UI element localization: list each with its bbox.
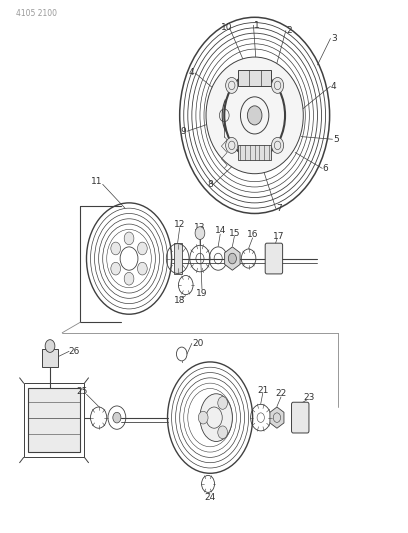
Text: 1: 1 — [254, 21, 259, 30]
Text: 12: 12 — [174, 220, 185, 229]
Circle shape — [195, 227, 205, 239]
Text: 21: 21 — [257, 385, 268, 394]
Text: 25: 25 — [77, 386, 88, 395]
Text: 13: 13 — [194, 223, 206, 232]
Polygon shape — [270, 407, 284, 428]
Text: 7: 7 — [276, 204, 282, 213]
Bar — [28, 389, 80, 452]
Text: 4: 4 — [331, 82, 337, 91]
Circle shape — [124, 272, 134, 285]
Text: 2: 2 — [286, 26, 292, 35]
FancyBboxPatch shape — [292, 402, 309, 433]
Text: 23: 23 — [304, 393, 315, 402]
Circle shape — [111, 242, 120, 255]
Circle shape — [198, 411, 208, 424]
Text: 24: 24 — [204, 492, 216, 502]
Circle shape — [271, 77, 284, 93]
Text: 3: 3 — [331, 34, 337, 43]
Text: 18: 18 — [174, 296, 186, 305]
Text: 26: 26 — [69, 347, 80, 356]
Text: 22: 22 — [275, 389, 286, 398]
Text: 10: 10 — [221, 23, 232, 33]
Text: 20: 20 — [192, 339, 204, 348]
Polygon shape — [225, 247, 240, 270]
FancyBboxPatch shape — [265, 243, 283, 274]
Text: 11: 11 — [91, 177, 102, 186]
Text: 14: 14 — [215, 227, 226, 236]
Circle shape — [137, 262, 147, 275]
Circle shape — [137, 242, 147, 255]
Bar — [238, 144, 271, 160]
Text: 5: 5 — [333, 135, 339, 144]
Text: 4105 2100: 4105 2100 — [16, 10, 57, 18]
Circle shape — [218, 397, 228, 409]
Text: 16: 16 — [247, 230, 258, 239]
Text: 15: 15 — [228, 229, 240, 238]
Ellipse shape — [200, 394, 233, 441]
Circle shape — [228, 253, 236, 264]
Ellipse shape — [206, 57, 303, 174]
Bar — [174, 243, 182, 274]
Circle shape — [226, 138, 238, 154]
Bar — [42, 349, 58, 367]
Text: 4: 4 — [189, 68, 195, 77]
Circle shape — [218, 426, 228, 439]
Text: 9: 9 — [181, 127, 186, 136]
Circle shape — [45, 340, 55, 352]
Circle shape — [247, 106, 262, 125]
Circle shape — [124, 232, 134, 245]
Circle shape — [271, 138, 284, 154]
Text: 17: 17 — [273, 232, 285, 241]
Bar — [24, 383, 84, 457]
Circle shape — [113, 413, 121, 423]
Circle shape — [111, 262, 120, 275]
Text: 19: 19 — [196, 288, 208, 297]
Text: 6: 6 — [323, 164, 328, 173]
Circle shape — [226, 77, 238, 93]
FancyBboxPatch shape — [238, 70, 271, 86]
Text: 8: 8 — [207, 180, 213, 189]
